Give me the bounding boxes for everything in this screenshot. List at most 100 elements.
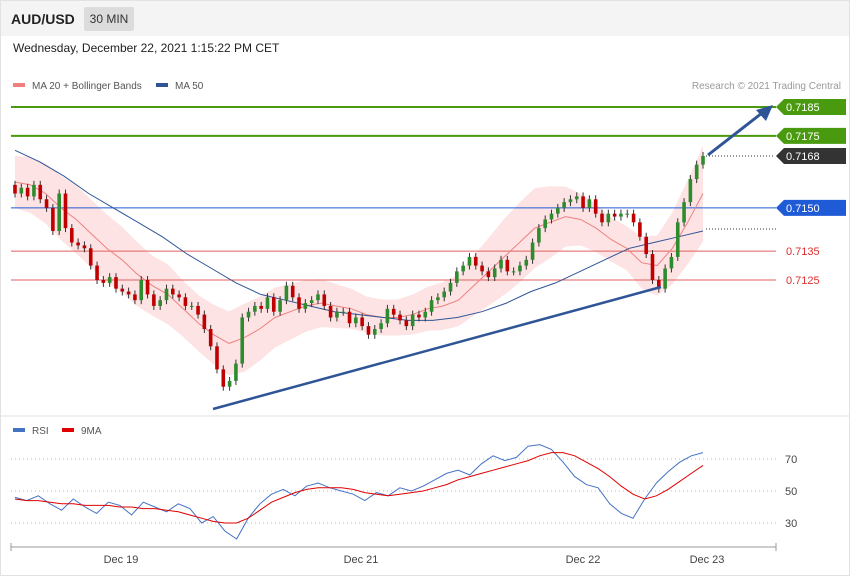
candle-body [76, 242, 80, 246]
resistance-label: 0.7175 [786, 131, 820, 143]
candle-body [436, 297, 440, 301]
candle-body [492, 268, 497, 278]
candle-body [107, 277, 112, 283]
candle-body [25, 187, 30, 197]
support-tag-blue [776, 199, 846, 216]
candle-body [537, 228, 541, 243]
ma50-swatch [156, 83, 168, 88]
candle-body [568, 199, 573, 203]
candle-body [328, 305, 333, 318]
candle-body [644, 236, 648, 255]
candle-body [574, 196, 579, 200]
candle-body [164, 288, 169, 301]
rsi-ma-swatch [62, 428, 74, 433]
candle-body [309, 300, 314, 304]
candle-body [170, 288, 175, 295]
candle-body [234, 363, 238, 381]
candle-body [619, 213, 623, 217]
candle-body [177, 294, 181, 298]
legend-rsi-ma: 9MA [62, 426, 102, 437]
bollinger-band [15, 145, 703, 376]
candle-body [562, 202, 566, 208]
candle-body [480, 265, 484, 272]
candle-body [486, 271, 491, 278]
target-arrowhead [756, 105, 773, 121]
candle-body [38, 184, 43, 200]
candle-body [391, 308, 396, 315]
timeframe-button[interactable]: 30 MIN [84, 7, 134, 31]
trendline [212, 285, 662, 411]
candle-body [669, 256, 674, 269]
candle-body [253, 305, 257, 312]
candle-body [593, 199, 598, 214]
ma50-line [14, 149, 704, 321]
candle-body [543, 219, 548, 229]
x-tick-label: Dec 19 [104, 554, 139, 566]
support-label-blue: 0.7150 [786, 203, 820, 215]
candle-body [694, 164, 699, 180]
candle-body [246, 311, 251, 318]
candle-body [366, 326, 371, 335]
rsi-ma-line [14, 452, 704, 524]
candle-body [278, 300, 282, 312]
candle-body [473, 256, 478, 266]
candle-body [88, 248, 93, 266]
candle-body [145, 280, 150, 295]
ma20-swatch [13, 83, 25, 88]
candle-body [511, 271, 516, 273]
candle-body [372, 329, 377, 335]
rsi-label: RSI [32, 426, 49, 437]
candle-body [423, 311, 428, 318]
candle-body [290, 285, 295, 298]
candle-body [316, 294, 320, 301]
support-label-red: 0.7125 [786, 275, 820, 287]
candle-body [158, 300, 162, 306]
candle-body [518, 265, 522, 272]
candle-body [410, 314, 415, 327]
candle-body [341, 311, 346, 313]
candle-body [284, 285, 289, 301]
rsi-line [14, 444, 704, 540]
candle-body [606, 213, 611, 223]
candle-body [505, 259, 510, 272]
candle-body [688, 179, 693, 203]
candle-body [675, 222, 680, 257]
candle-body [524, 259, 529, 266]
candle-body [467, 256, 472, 266]
legend-ma50: MA 50 [156, 81, 203, 92]
rsi-tick-label: 30 [785, 518, 797, 530]
candle-body [183, 297, 188, 306]
candle-body [379, 323, 383, 330]
candle-body [530, 242, 535, 260]
current-price-tag [776, 148, 846, 165]
candle-body [600, 213, 604, 223]
candle-body [114, 277, 118, 289]
candle-body [638, 222, 642, 237]
candle-body [101, 280, 106, 283]
candle-body [259, 305, 263, 309]
candle-body [335, 311, 339, 318]
candle-body [51, 207, 55, 231]
candle-body [587, 199, 592, 208]
candle-body [417, 314, 421, 318]
candle-body [297, 297, 301, 309]
legend-ma20: MA 20 + Bollinger Bands [13, 81, 142, 92]
candle-body [625, 213, 630, 215]
candle-body [442, 291, 447, 298]
candle-body [354, 317, 358, 324]
ma50-label: MA 50 [175, 81, 204, 92]
target-arrow-shaft [707, 111, 763, 157]
candle-body [196, 305, 200, 315]
x-tick-label: Dec 23 [690, 554, 725, 566]
candle-body [461, 265, 465, 272]
candle-body [227, 380, 232, 387]
x-tick-label: Dec 21 [344, 554, 379, 566]
candle-body [271, 297, 276, 312]
candle-body [549, 213, 554, 220]
candle-body [650, 254, 655, 280]
candle-body [95, 265, 99, 280]
legend-rsi: RSI [13, 426, 49, 437]
candle-body [360, 317, 364, 327]
candle-body [556, 207, 560, 214]
rsi-tick-label: 50 [785, 486, 797, 498]
